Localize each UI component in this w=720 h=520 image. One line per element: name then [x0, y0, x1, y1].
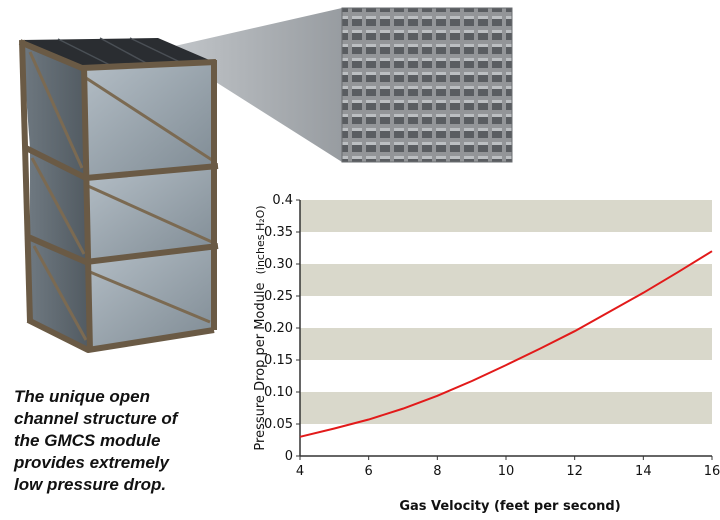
x-tick-label: 8 — [433, 464, 441, 479]
module-caption: The unique open channel structure of the… — [14, 386, 214, 496]
y-tick-label: 0.25 — [264, 289, 293, 304]
y-axis-label-main: Pressure Drop per Module — [253, 283, 268, 451]
y-tick-label: 0.35 — [264, 225, 293, 240]
x-tick-label: 10 — [498, 464, 515, 479]
pressure-drop-chart: 4 6 8 10 12 14 16 0 0.05 0.10 0.15 0.20 0.25 0.30 0.35… — [253, 193, 720, 514]
chart-band — [300, 328, 712, 360]
caption-line: provides extremely — [14, 453, 169, 472]
module-illustration — [18, 8, 342, 353]
chart-band — [300, 392, 712, 424]
caption-line: the GMCS module — [14, 431, 161, 450]
y-tick-label: 0.10 — [264, 385, 293, 400]
x-axis-label: Gas Velocity (feet per second) — [399, 499, 620, 514]
x-tick-label: 14 — [635, 464, 652, 479]
y-tick-label: 0.30 — [264, 257, 293, 272]
y-tick-label: 0.05 — [264, 417, 293, 432]
chart-ticks: 4 6 8 10 12 14 16 0 0.05 0.10 0.15 0.20 0.25 0.30 0.35… — [264, 193, 720, 479]
y-tick-label: 0 — [285, 449, 293, 464]
chart-bands — [300, 200, 712, 424]
chart-band — [300, 200, 712, 232]
y-axis-label-unit: (inches H₂O) — [254, 205, 267, 274]
caption-line: The unique open — [14, 387, 150, 406]
caption-line: low pressure drop. — [14, 475, 167, 494]
y-axis-label: Pressure Drop per Module (inches H₂O) — [253, 205, 268, 450]
x-tick-label: 16 — [704, 464, 720, 479]
x-tick-label: 4 — [296, 464, 304, 479]
caption-line: channel structure of — [14, 409, 178, 428]
x-tick-label: 6 — [365, 464, 373, 479]
series-line-pressure-drop — [299, 250, 713, 438]
chart-band — [300, 264, 712, 296]
y-tick-label: 0.4 — [272, 193, 293, 208]
honeycomb-closeup — [341, 7, 513, 163]
y-tick-label: 0.15 — [264, 353, 293, 368]
y-tick-label: 0.20 — [264, 321, 293, 336]
x-tick-label: 12 — [566, 464, 583, 479]
